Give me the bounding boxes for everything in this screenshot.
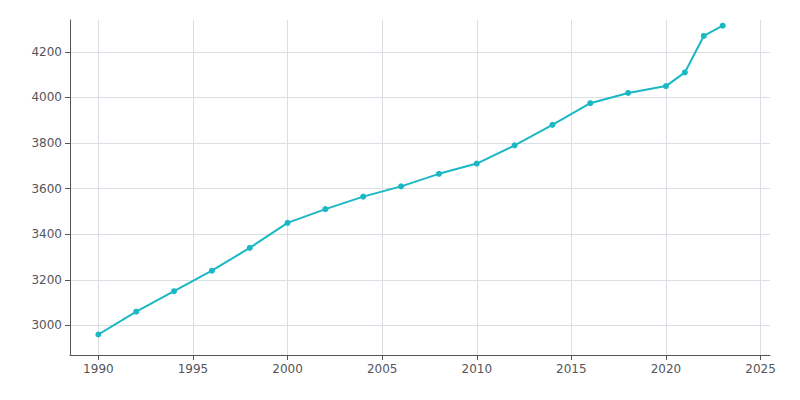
svg-text:3400: 3400 (31, 227, 62, 241)
svg-text:4000: 4000 (31, 90, 62, 104)
svg-text:1995: 1995 (178, 362, 209, 376)
svg-text:1990: 1990 (83, 362, 114, 376)
svg-text:2015: 2015 (556, 362, 587, 376)
svg-text:2005: 2005 (367, 362, 398, 376)
svg-text:2000: 2000 (272, 362, 303, 376)
svg-text:3000: 3000 (31, 318, 62, 332)
svg-text:3200: 3200 (31, 273, 62, 287)
svg-text:2025: 2025 (745, 362, 776, 376)
svg-text:4200: 4200 (31, 45, 62, 59)
svg-text:3600: 3600 (31, 182, 62, 196)
svg-text:2020: 2020 (651, 362, 682, 376)
svg-text:3800: 3800 (31, 136, 62, 150)
svg-text:2010: 2010 (461, 362, 492, 376)
